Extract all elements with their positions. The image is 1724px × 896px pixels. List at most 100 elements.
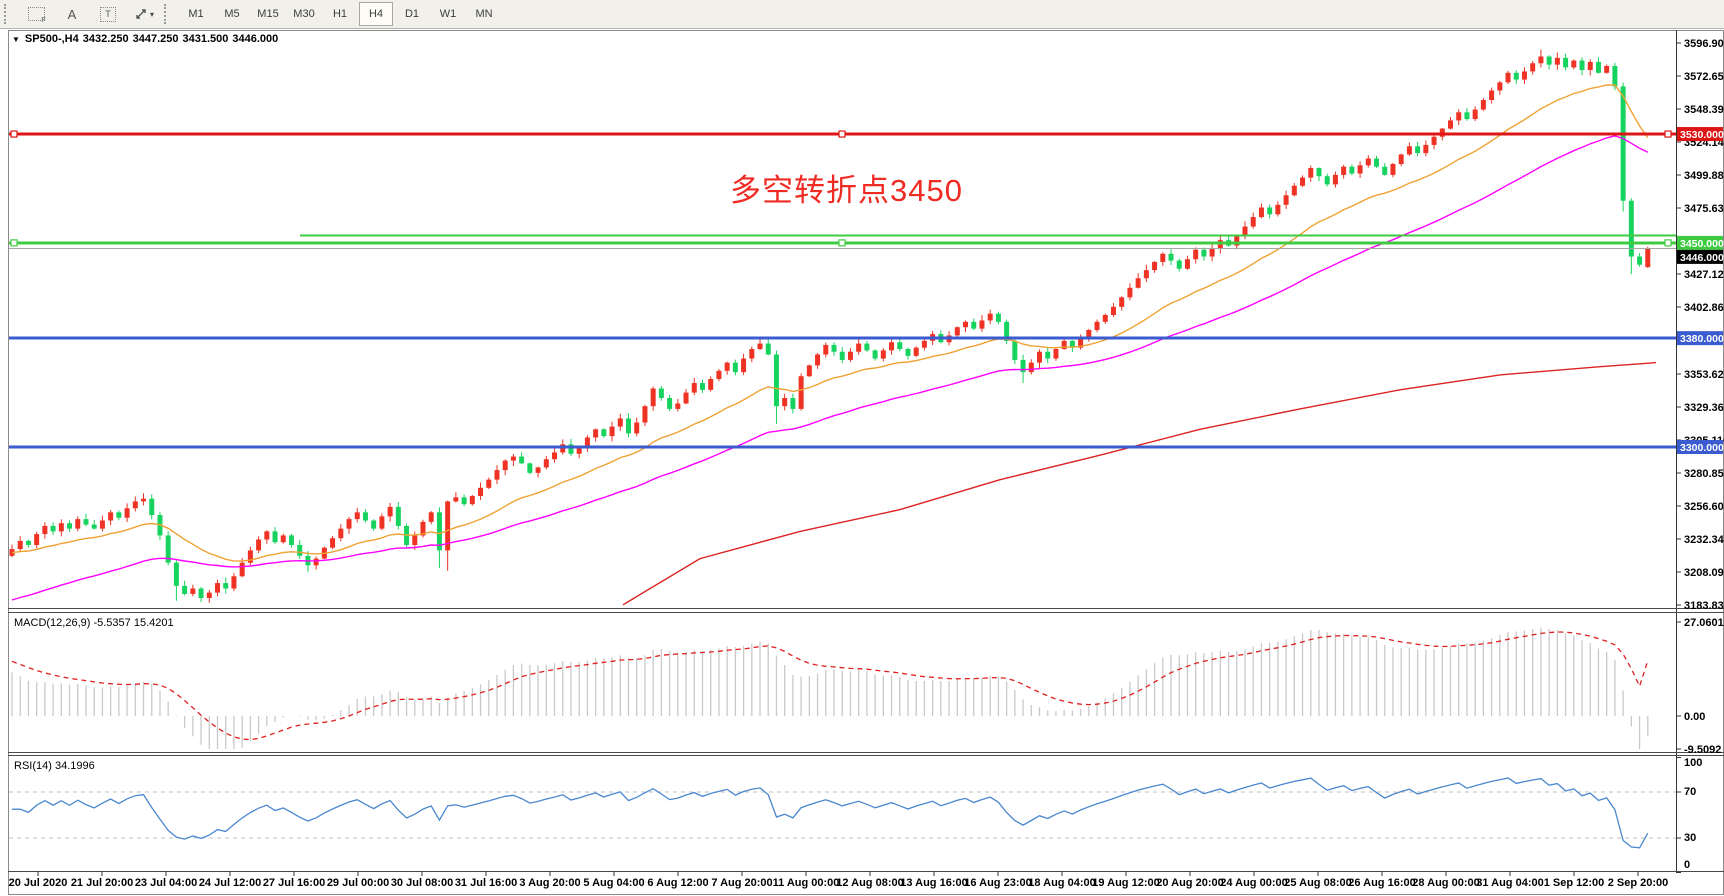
low-value: 3431.500 bbox=[182, 33, 229, 45]
chart-ohlc-header: ▼ SP500-,H4 3432.250 3447.250 3431.500 3446.0… bbox=[12, 33, 282, 45]
line-handle[interactable] bbox=[1664, 239, 1672, 247]
rsi-panel-label: RSI(14) 34.1996 bbox=[14, 760, 95, 772]
date-tick-label: 5 Aug 04:00 bbox=[583, 877, 644, 889]
date-tick-label: 27 Jul 16:00 bbox=[263, 877, 325, 889]
rsi-pane[interactable] bbox=[9, 756, 1676, 871]
high-value: 3447.250 bbox=[132, 33, 179, 45]
timeframe-button-m1[interactable]: M1 bbox=[188, 8, 204, 20]
date-tick-label: 28 Aug 00:00 bbox=[1412, 877, 1479, 889]
price-badge-3450 bbox=[1677, 235, 1723, 250]
timeframe-button-m30[interactable]: M30 bbox=[293, 8, 315, 20]
price-tick-label: 3427.120 bbox=[1684, 269, 1724, 281]
rsi-axis-label: 0 bbox=[1684, 859, 1690, 871]
macd-axis-label: 0.00 bbox=[1684, 711, 1705, 723]
price-tick-label: 3475.630 bbox=[1684, 203, 1724, 215]
timeframe-button-mn[interactable]: MN bbox=[475, 8, 493, 20]
price-tick-label: 3256.600 bbox=[1684, 501, 1724, 513]
close-value: 3446.000 bbox=[232, 33, 279, 45]
indicator-window-icon: F bbox=[27, 7, 46, 24]
timeframe-button-group: M1 M5 M15 M30 H1 H4 D1 W1 MN bbox=[179, 2, 501, 26]
date-tick-label: 31 Jul 16:00 bbox=[455, 877, 517, 889]
arrange-arrows-icon bbox=[136, 9, 146, 19]
macd-axis-label: -9.5092 bbox=[1684, 744, 1721, 756]
timeframe-button-m5[interactable]: M5 bbox=[224, 8, 240, 20]
text-label-icon: A bbox=[67, 6, 77, 22]
rsi-axis-label: 100 bbox=[1684, 757, 1702, 769]
rsi-axis-label: 70 bbox=[1684, 786, 1696, 798]
price-tick-label: 3572.650 bbox=[1684, 71, 1724, 83]
svg-text:3446.000: 3446.000 bbox=[1680, 252, 1724, 264]
date-tick-label: 20 Aug 20:00 bbox=[1156, 877, 1223, 889]
price-badge-3300 bbox=[1677, 439, 1723, 454]
macd-axis-label: 27.0601 bbox=[1684, 617, 1724, 629]
symbol-dropdown-icon[interactable]: ▼ bbox=[12, 35, 20, 44]
svg-text:3300.000: 3300.000 bbox=[1680, 442, 1724, 454]
date-tick-label: 21 Jul 20:00 bbox=[71, 877, 133, 889]
date-tick-label: 2 Sep 20:00 bbox=[1608, 877, 1669, 889]
timeframe-button-h4[interactable]: H4 bbox=[359, 2, 393, 26]
toolbar-drag-handle[interactable] bbox=[4, 4, 14, 24]
price-tick-label: 3280.855 bbox=[1684, 468, 1724, 480]
date-tick-label: 25 Aug 08:00 bbox=[1284, 877, 1351, 889]
date-tick-label: 11 Aug 00:00 bbox=[773, 877, 840, 889]
line-handle[interactable] bbox=[10, 130, 18, 138]
medium-ma-line[interactable] bbox=[11, 135, 1649, 601]
line-handle[interactable] bbox=[10, 239, 18, 247]
date-tick-label: 7 Aug 20:00 bbox=[711, 877, 772, 889]
price-tick-label: 3548.395 bbox=[1684, 104, 1724, 116]
text-box-tool-button[interactable]: T bbox=[91, 2, 125, 26]
fast-ma-line[interactable] bbox=[11, 84, 1649, 562]
date-tick-label: 29 Jul 00:00 bbox=[327, 877, 389, 889]
price-badge-3380 bbox=[1677, 331, 1723, 346]
toolbar-drag-handle[interactable] bbox=[164, 4, 174, 24]
line-handle[interactable] bbox=[838, 130, 846, 138]
date-tick-label: 19 Aug 12:00 bbox=[1092, 877, 1159, 889]
timeframe-button-d1[interactable]: D1 bbox=[404, 8, 420, 20]
indicator-window-tool-button[interactable]: F bbox=[19, 2, 53, 26]
rsi-axis-label: 30 bbox=[1684, 832, 1696, 844]
date-tick-label: 24 Jul 12:00 bbox=[199, 877, 261, 889]
svg-text:3380.000: 3380.000 bbox=[1680, 333, 1724, 345]
date-tick-label: 3 Aug 20:00 bbox=[519, 877, 580, 889]
date-tick-label: 1 Sep 12:00 bbox=[1544, 877, 1605, 889]
open-value: 3432.250 bbox=[82, 33, 129, 45]
timeframe-button-m15[interactable]: M15 bbox=[257, 8, 279, 20]
macd-panel-label: MACD(12,26,9) -5.5357 15.4201 bbox=[14, 617, 174, 629]
price-tick-label: 3208.090 bbox=[1684, 567, 1724, 579]
svg-text:3450.000: 3450.000 bbox=[1680, 238, 1724, 250]
current-price-badge bbox=[1677, 249, 1723, 264]
timeframe-button-w1[interactable]: W1 bbox=[439, 8, 457, 20]
date-tick-label: 20 Jul 2020 bbox=[9, 877, 68, 889]
line-handle[interactable] bbox=[1664, 130, 1672, 138]
date-tick-label: 18 Aug 04:00 bbox=[1028, 877, 1095, 889]
price-tick-label: 3183.835 bbox=[1684, 600, 1724, 612]
text-box-icon: T bbox=[100, 6, 116, 22]
price-tick-label: 3329.365 bbox=[1684, 402, 1724, 414]
date-tick-label: 12 Aug 08:00 bbox=[836, 877, 903, 889]
price-tick-label: 3232.345 bbox=[1684, 534, 1724, 546]
rsi-line bbox=[11, 777, 1649, 849]
price-badge-3530 bbox=[1677, 127, 1723, 142]
date-tick-label: 30 Jul 08:00 bbox=[391, 877, 453, 889]
text-label-tool-button[interactable]: A bbox=[55, 2, 89, 26]
price-tick-label: 3596.905 bbox=[1684, 38, 1724, 50]
date-tick-label: 6 Aug 12:00 bbox=[647, 877, 708, 889]
date-tick-label: 23 Jul 04:00 bbox=[135, 877, 197, 889]
chart-text-annotation[interactable]: 多空转折点3450 bbox=[730, 173, 963, 208]
chevron-down-icon: ▾ bbox=[149, 9, 154, 19]
date-tick-label: 26 Aug 16:00 bbox=[1348, 877, 1415, 889]
price-tick-label: 3353.620 bbox=[1684, 369, 1724, 381]
arrange-tool-button[interactable]: ▾ bbox=[127, 2, 161, 26]
price-tick-label: 3499.885 bbox=[1684, 170, 1724, 182]
line-handle[interactable] bbox=[838, 239, 846, 247]
symbol-period-label: SP500-,H4 bbox=[24, 33, 79, 45]
date-tick-label: 31 Aug 04:00 bbox=[1476, 877, 1543, 889]
date-tick-label: 13 Aug 16:00 bbox=[900, 877, 967, 889]
toolbar: F A T ▾ M1 M5 M15 M30 H1 H4 D1 W1 MN bbox=[0, 0, 1724, 29]
date-tick-label: 16 Aug 23:00 bbox=[964, 877, 1031, 889]
timeframe-button-h1[interactable]: H1 bbox=[332, 8, 348, 20]
slow-ma-line[interactable] bbox=[622, 361, 1657, 606]
price-tick-label: 3402.865 bbox=[1684, 302, 1724, 314]
